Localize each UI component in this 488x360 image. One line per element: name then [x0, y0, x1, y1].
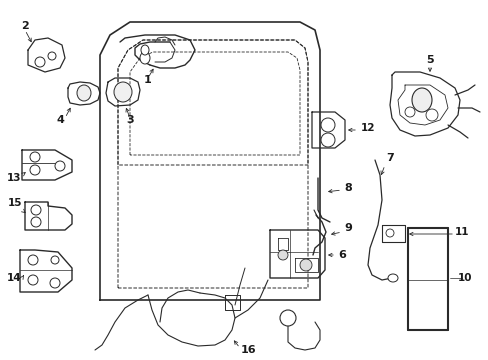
Ellipse shape — [141, 45, 149, 55]
Text: 8: 8 — [344, 183, 351, 193]
Ellipse shape — [77, 85, 91, 101]
Ellipse shape — [50, 278, 60, 288]
Text: 6: 6 — [337, 250, 345, 260]
Text: 12: 12 — [360, 123, 374, 133]
Text: 16: 16 — [240, 345, 255, 355]
Ellipse shape — [299, 259, 311, 271]
Text: 11: 11 — [454, 227, 468, 237]
Ellipse shape — [425, 109, 437, 121]
Ellipse shape — [35, 57, 45, 67]
Ellipse shape — [51, 256, 59, 264]
Ellipse shape — [30, 152, 40, 162]
Text: 13: 13 — [7, 173, 21, 183]
Ellipse shape — [48, 52, 56, 60]
Text: 4: 4 — [56, 115, 64, 125]
Ellipse shape — [411, 88, 431, 112]
Text: 1: 1 — [144, 75, 152, 85]
Text: 2: 2 — [21, 21, 29, 31]
Text: 9: 9 — [344, 223, 351, 233]
Ellipse shape — [28, 255, 38, 265]
Ellipse shape — [31, 205, 41, 215]
Ellipse shape — [31, 217, 41, 227]
Ellipse shape — [30, 165, 40, 175]
Ellipse shape — [55, 161, 65, 171]
Text: 14: 14 — [7, 273, 21, 283]
Ellipse shape — [28, 275, 38, 285]
Ellipse shape — [385, 229, 393, 237]
Ellipse shape — [140, 52, 150, 64]
Text: 10: 10 — [457, 273, 471, 283]
Ellipse shape — [404, 107, 414, 117]
Text: 5: 5 — [426, 55, 433, 65]
Ellipse shape — [387, 274, 397, 282]
Text: 15: 15 — [8, 198, 22, 208]
Text: 3: 3 — [126, 115, 134, 125]
Ellipse shape — [280, 310, 295, 326]
Ellipse shape — [320, 118, 334, 132]
Ellipse shape — [114, 82, 132, 102]
Text: 7: 7 — [386, 153, 393, 163]
Ellipse shape — [320, 133, 334, 147]
Ellipse shape — [278, 250, 287, 260]
